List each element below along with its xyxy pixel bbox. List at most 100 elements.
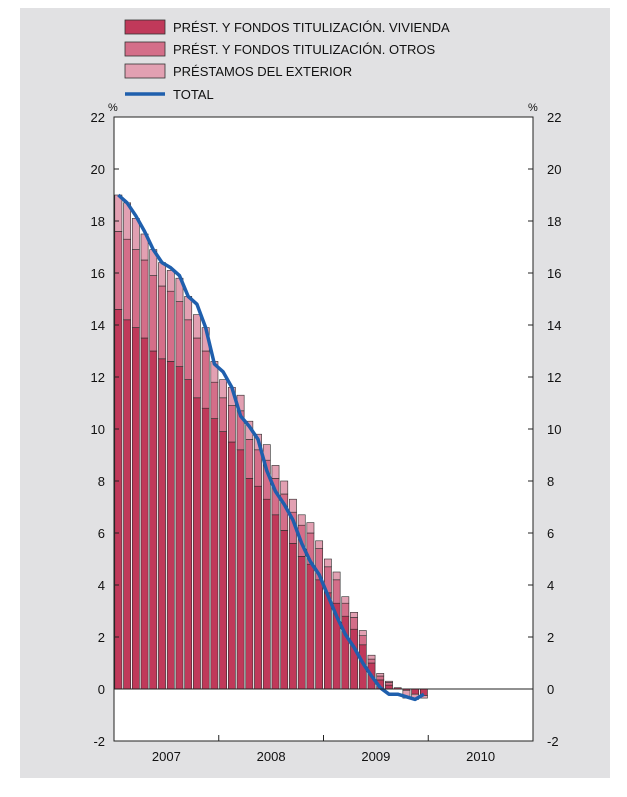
bar-otros-2009-03 bbox=[341, 602, 350, 617]
bar-otros-2007-01 bbox=[114, 231, 123, 310]
bar-otros-2008-02 bbox=[227, 405, 236, 443]
legend-swatch-vivienda bbox=[124, 19, 166, 35]
bar-exterior-2009-07 bbox=[376, 673, 385, 677]
bar-vivienda-2008-06 bbox=[262, 498, 271, 690]
bar-otros-2008-01 bbox=[219, 397, 227, 432]
legend-swatch-exterior bbox=[124, 63, 166, 79]
bar-vivienda-2007-08 bbox=[175, 366, 184, 690]
bar-vivienda-2007-09 bbox=[184, 379, 193, 690]
total-line bbox=[117, 193, 425, 702]
bar-exterior-2009-02 bbox=[332, 571, 341, 581]
bar-exterior-2009-03 bbox=[341, 596, 350, 604]
bar-vivienda-2007-12 bbox=[210, 418, 219, 690]
ytick-label-left-4: 4 bbox=[98, 578, 105, 593]
ytick-label-left-14: 14 bbox=[91, 318, 105, 333]
bar-vivienda-2008-05 bbox=[254, 485, 262, 690]
chart-marks bbox=[114, 193, 428, 702]
ytick-label-left-18: 18 bbox=[91, 214, 105, 229]
ytick-label-left-20: 20 bbox=[91, 162, 105, 177]
bar-otros-2007-05 bbox=[149, 275, 158, 352]
bar-vivienda-2008-07 bbox=[271, 514, 280, 690]
bar-vivienda-2009-11 bbox=[411, 688, 420, 695]
ytick-label-right-14: 14 bbox=[547, 318, 561, 333]
ytick-label-left--2: -2 bbox=[93, 734, 105, 749]
bar-otros-2009-02 bbox=[332, 579, 341, 604]
bar-exterior-2007-01 bbox=[114, 194, 123, 232]
bar-exterior-2008-01 bbox=[219, 379, 227, 399]
bar-otros-2007-07 bbox=[166, 290, 175, 362]
bar-exterior-2007-07 bbox=[166, 270, 175, 292]
ytick-label-right-22: 22 bbox=[547, 110, 561, 125]
ytick-label-left-10: 10 bbox=[91, 422, 105, 437]
bar-vivienda-2009-01 bbox=[323, 592, 332, 690]
ytick-label-right-8: 8 bbox=[547, 474, 554, 489]
ytick-label-right-4: 4 bbox=[547, 578, 554, 593]
bar-vivienda-2007-11 bbox=[201, 407, 210, 690]
bar-vivienda-2007-07 bbox=[166, 361, 175, 690]
bar-exterior-2009-04 bbox=[350, 611, 358, 618]
bar-otros-2007-09 bbox=[184, 319, 193, 380]
legend-label-exterior: PRÉSTAMOS DEL EXTERIOR bbox=[173, 64, 352, 79]
xtick-label-2007: 2007 bbox=[152, 749, 181, 764]
bar-vivienda-2008-02 bbox=[227, 441, 236, 690]
ytick-label-right-12: 12 bbox=[547, 370, 561, 385]
bar-otros-2009-08 bbox=[385, 682, 393, 686]
ytick-label-left-22: 22 bbox=[91, 110, 105, 125]
bar-vivienda-2008-03 bbox=[236, 449, 245, 690]
bar-otros-2007-03 bbox=[131, 249, 140, 328]
legend: PRÉST. Y FONDOS TITULIZACIÓN. VIVIENDA P… bbox=[124, 19, 450, 102]
bar-vivienda-2009-04 bbox=[350, 628, 358, 690]
bar-otros-2008-05 bbox=[254, 449, 262, 487]
bar-otros-2008-04 bbox=[245, 439, 254, 479]
bar-otros-2009-07 bbox=[376, 675, 385, 681]
chart-panel: PRÉST. Y FONDOS TITULIZACIÓN. VIVIENDA P… bbox=[20, 8, 610, 778]
bar-vivienda-2007-03 bbox=[131, 327, 140, 690]
bar-vivienda-2007-05 bbox=[149, 350, 158, 690]
bar-otros-2007-06 bbox=[158, 285, 166, 360]
bar-exterior-2009-08 bbox=[385, 680, 393, 683]
legend-label-total: TOTAL bbox=[173, 87, 214, 102]
bar-otros-2009-05 bbox=[358, 635, 367, 646]
chart-svg: PRÉST. Y FONDOS TITULIZACIÓN. VIVIENDA P… bbox=[91, 19, 562, 764]
bar-vivienda-2008-10 bbox=[297, 556, 306, 690]
ytick-label-right-16: 16 bbox=[547, 266, 561, 281]
bar-exterior-2009-01 bbox=[323, 558, 332, 568]
ytick-label-right-2: 2 bbox=[547, 630, 554, 645]
bar-exterior-2008-12 bbox=[315, 540, 324, 549]
ytick-label-left-16: 16 bbox=[91, 266, 105, 281]
ytick-label-right--2: -2 bbox=[547, 734, 559, 749]
ytick-label-right-0: 0 bbox=[547, 682, 554, 697]
bar-exterior-2008-09 bbox=[289, 498, 297, 513]
bar-exterior-2009-05 bbox=[358, 630, 367, 636]
bar-vivienda-2008-12 bbox=[315, 579, 324, 690]
ytick-label-right-6: 6 bbox=[547, 526, 554, 541]
ytick-label-right-18: 18 bbox=[547, 214, 561, 229]
xtick-label-2009: 2009 bbox=[361, 749, 390, 764]
legend-swatch-otros bbox=[124, 41, 166, 57]
bar-otros-2009-06 bbox=[367, 658, 376, 664]
legend-label-vivienda: PRÉST. Y FONDOS TITULIZACIÓN. VIVIENDA bbox=[173, 20, 450, 35]
ytick-label-left-2: 2 bbox=[98, 630, 105, 645]
xtick-label-2008: 2008 bbox=[257, 749, 286, 764]
right-unit-label: % bbox=[528, 102, 538, 114]
ytick-label-right-20: 20 bbox=[547, 162, 561, 177]
legend-label-otros: PRÉST. Y FONDOS TITULIZACIÓN. OTROS bbox=[173, 42, 436, 57]
bar-vivienda-2008-08 bbox=[280, 530, 289, 690]
ytick-label-right-10: 10 bbox=[547, 422, 561, 437]
bar-vivienda-2008-09 bbox=[289, 543, 297, 690]
bar-exterior-2008-07 bbox=[271, 465, 280, 479]
bar-otros-2007-02 bbox=[123, 238, 131, 321]
bar-vivienda-2007-02 bbox=[123, 319, 131, 690]
ytick-label-left-6: 6 bbox=[98, 526, 105, 541]
bar-otros-2007-12 bbox=[210, 381, 219, 419]
bar-exterior-2008-08 bbox=[280, 480, 289, 495]
bar-otros-2007-11 bbox=[201, 350, 210, 409]
bar-vivienda-2008-01 bbox=[219, 431, 227, 690]
bar-otros-2009-04 bbox=[350, 617, 358, 630]
bar-vivienda-2007-04 bbox=[140, 337, 149, 690]
bar-exterior-2009-06 bbox=[367, 654, 376, 660]
ytick-label-left-12: 12 bbox=[91, 370, 105, 385]
bar-otros-2007-10 bbox=[193, 337, 201, 399]
bar-vivienda-2009-08 bbox=[385, 684, 393, 690]
